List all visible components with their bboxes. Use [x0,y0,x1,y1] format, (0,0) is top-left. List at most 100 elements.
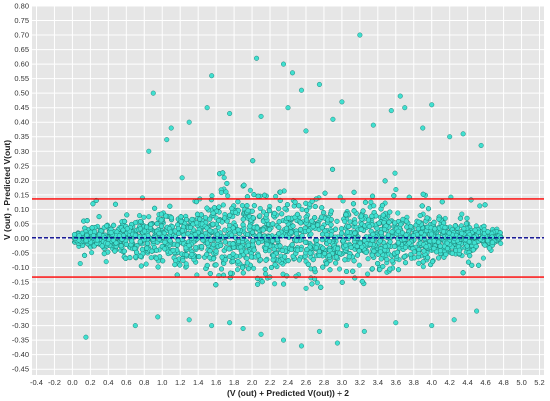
data-point [83,238,89,244]
data-point [272,210,278,216]
data-point [209,323,215,329]
data-point [356,262,362,268]
data-point [232,209,238,216]
data-point [105,241,111,247]
data-point [294,211,300,217]
data-point [430,259,436,265]
data-point [199,244,205,250]
data-point [343,212,349,218]
data-point [478,142,484,148]
data-point [234,267,241,273]
data-point [251,265,257,271]
data-point [213,248,219,254]
data-point [309,218,315,224]
data-point [370,231,376,237]
data-point [101,251,107,257]
data-point [177,262,183,268]
data-point [362,199,368,205]
x-axis-title: (V (out) + Predicted V(out)) ÷ 2 [227,388,349,398]
data-point [420,191,426,197]
data-point [411,255,417,261]
data-point [299,207,305,213]
data-point [296,203,302,209]
data-point [363,249,369,256]
data-point [358,213,364,219]
data-point [303,128,309,134]
data-point [158,217,164,223]
data-point [305,261,311,267]
data-point [272,281,278,287]
data-point [467,253,473,259]
data-point [270,221,276,227]
data-point [227,110,233,117]
data-point [254,55,260,61]
data-point [395,210,401,216]
data-point [447,134,453,140]
data-point [339,99,345,105]
data-point [186,119,192,125]
data-point [385,232,391,238]
x-tick-label: 4.2 [444,378,454,387]
data-point [227,270,234,276]
data-point [218,190,224,196]
data-point [298,343,304,349]
data-point [134,249,140,255]
data-point [223,189,229,195]
x-tick-label: 4.4 [462,378,472,387]
data-point [213,282,219,288]
data-point [142,228,148,234]
data-point [392,243,398,250]
data-point [333,260,339,266]
data-point [320,231,326,237]
data-point [402,105,408,111]
data-point [133,254,139,260]
data-point [221,175,227,181]
data-point [144,240,150,246]
data-point [129,238,135,244]
data-point [273,193,279,199]
data-point [250,215,256,221]
data-point [351,189,357,195]
data-point [374,225,380,231]
data-point [211,205,217,211]
data-point [276,231,282,237]
data-point [375,260,381,267]
data-point [168,125,174,131]
data-point [417,213,423,219]
data-point [402,244,409,250]
data-point [280,337,287,343]
data-point [392,220,398,226]
data-point [216,218,222,224]
data-point [89,225,95,231]
data-point [186,242,192,248]
data-point [310,257,316,263]
data-point [416,219,422,225]
data-point [219,254,225,260]
data-point [124,212,130,218]
data-point [207,248,213,254]
data-point [422,236,428,242]
data-point [111,222,117,228]
data-point [176,230,182,236]
data-point [366,223,372,229]
data-point [235,227,241,233]
data-point [343,242,349,248]
x-tick-label: 4.6 [480,378,490,387]
data-point [425,206,432,212]
data-point [377,266,383,272]
data-point [144,245,150,251]
data-point [357,32,363,38]
data-point [402,260,409,266]
data-point [188,225,194,231]
data-point [208,197,214,203]
data-point [251,247,257,253]
x-tick-label: 3.8 [409,378,419,387]
data-point [258,331,264,337]
data-point [259,279,265,285]
data-point [279,247,285,254]
data-point [334,254,340,260]
data-point [302,239,308,245]
data-point [82,252,88,258]
data-point [174,242,180,248]
data-point [179,175,185,181]
